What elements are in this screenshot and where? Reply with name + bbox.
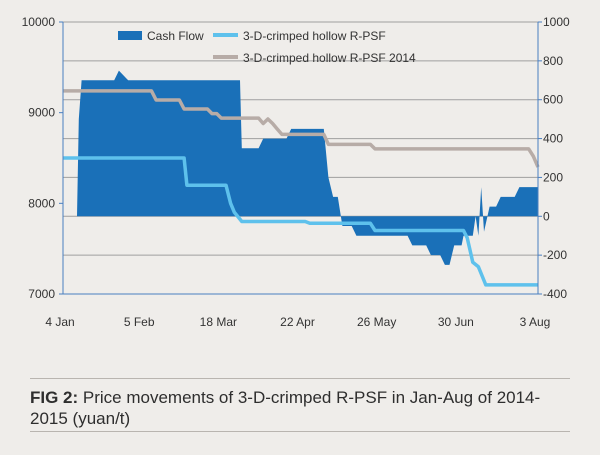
price-chart: 7000 8000 9000 10000 -400 -200 0 200 400 600 800 1… (22, 15, 570, 329)
right-tick-label: 1000 (543, 15, 570, 29)
x-tick-label: 18 Mar (200, 315, 237, 329)
x-tick-label: 30 Jun (438, 315, 474, 329)
legend: Cash Flow 3-D-crimped hollow R-PSF 3-D-cri… (118, 29, 416, 65)
right-axis-ticks: -400 -200 0 200 400 600 800 1000 (538, 15, 570, 301)
cash-flow-area (63, 70, 538, 265)
legend-label-r-psf: 3-D-crimped hollow R-PSF (243, 29, 386, 43)
right-tick-label: 600 (543, 93, 563, 107)
series-lines (63, 89, 540, 287)
right-tick-label: -200 (543, 248, 567, 262)
left-tick-label: 7000 (28, 287, 55, 301)
left-tick-label: 9000 (28, 106, 55, 120)
x-tick-label: 5 Feb (124, 315, 155, 329)
r-psf-line (63, 156, 538, 287)
caption-top-rule (30, 378, 570, 379)
right-tick-label: 0 (543, 209, 550, 223)
right-tick-label: -400 (543, 287, 567, 301)
left-axis-ticks: 7000 8000 9000 10000 (22, 15, 63, 301)
x-axis-ticks: 4 Jan 5 Feb 18 Mar 22 Apr 26 May 30 Jun 3 Aug (45, 315, 550, 329)
right-tick-label: 800 (543, 54, 563, 68)
caption-bottom-rule (30, 431, 570, 432)
left-tick-label: 10000 (22, 15, 56, 29)
figure-caption: FIG 2: Price movements of 3-D-crimped R-… (30, 387, 550, 429)
r-psf-2014-line (63, 89, 540, 168)
x-tick-label: 22 Apr (280, 315, 315, 329)
x-tick-label: 3 Aug (520, 315, 551, 329)
right-tick-label: 400 (543, 132, 563, 146)
x-tick-label: 4 Jan (45, 315, 74, 329)
right-tick-label: 200 (543, 170, 563, 184)
legend-label-r-psf-2014: 3-D-crimped hollow R-PSF 2014 (243, 51, 416, 65)
cash-flow-area-shape (63, 70, 538, 265)
legend-swatch-cash-flow (118, 31, 142, 40)
legend-label-cash-flow: Cash Flow (147, 29, 204, 43)
caption-label: FIG 2: (30, 388, 79, 407)
axes (62, 22, 539, 295)
caption-text: Price movements of 3-D-crimped R-PSF in … (30, 388, 541, 428)
x-tick-label: 26 May (357, 315, 396, 329)
left-tick-label: 8000 (28, 196, 55, 210)
